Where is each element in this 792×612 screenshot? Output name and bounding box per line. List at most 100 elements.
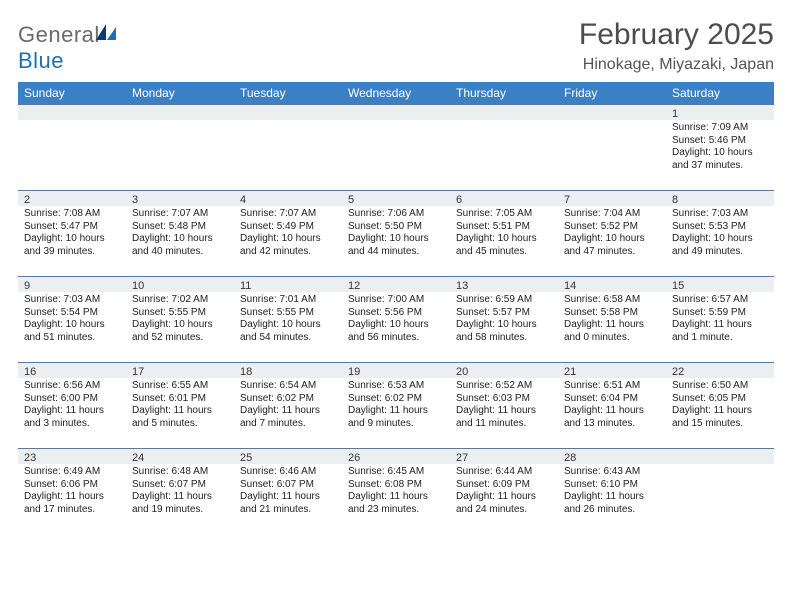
- logo-text: General Blue: [18, 22, 118, 74]
- day-number: 27: [450, 448, 558, 464]
- day-details: [450, 120, 558, 126]
- day-number: 1: [666, 104, 774, 120]
- day-number: 3: [126, 190, 234, 206]
- day-number: 12: [342, 276, 450, 292]
- day-details: Sunrise: 7:02 AMSunset: 5:55 PMDaylight:…: [126, 292, 234, 348]
- day-details: Sunrise: 7:03 AMSunset: 5:53 PMDaylight:…: [666, 206, 774, 262]
- calendar-week-row: 1Sunrise: 7:09 AMSunset: 5:46 PMDaylight…: [18, 104, 774, 190]
- day-number: [666, 448, 774, 464]
- logo-word-2: Blue: [18, 48, 64, 73]
- day-number: 7: [558, 190, 666, 206]
- day-details: Sunrise: 6:53 AMSunset: 6:02 PMDaylight:…: [342, 378, 450, 434]
- day-details: Sunrise: 6:59 AMSunset: 5:57 PMDaylight:…: [450, 292, 558, 348]
- calendar-day-cell: 3Sunrise: 7:07 AMSunset: 5:48 PMDaylight…: [126, 190, 234, 276]
- calendar-day-cell: [558, 104, 666, 190]
- calendar-day-cell: 9Sunrise: 7:03 AMSunset: 5:54 PMDaylight…: [18, 276, 126, 362]
- day-number: 6: [450, 190, 558, 206]
- calendar-day-cell: [450, 104, 558, 190]
- day-number: 15: [666, 276, 774, 292]
- day-number: 22: [666, 362, 774, 378]
- calendar-day-cell: 5Sunrise: 7:06 AMSunset: 5:50 PMDaylight…: [342, 190, 450, 276]
- day-number: 16: [18, 362, 126, 378]
- day-details: Sunrise: 7:03 AMSunset: 5:54 PMDaylight:…: [18, 292, 126, 348]
- day-details: Sunrise: 7:08 AMSunset: 5:47 PMDaylight:…: [18, 206, 126, 262]
- calendar-day-cell: [342, 104, 450, 190]
- calendar-day-cell: 26Sunrise: 6:45 AMSunset: 6:08 PMDayligh…: [342, 448, 450, 534]
- day-number: 24: [126, 448, 234, 464]
- day-details: Sunrise: 6:58 AMSunset: 5:58 PMDaylight:…: [558, 292, 666, 348]
- calendar-day-cell: 17Sunrise: 6:55 AMSunset: 6:01 PMDayligh…: [126, 362, 234, 448]
- day-number: [126, 104, 234, 120]
- calendar-day-cell: 2Sunrise: 7:08 AMSunset: 5:47 PMDaylight…: [18, 190, 126, 276]
- calendar-day-cell: 25Sunrise: 6:46 AMSunset: 6:07 PMDayligh…: [234, 448, 342, 534]
- calendar-day-cell: [666, 448, 774, 534]
- day-details: [234, 120, 342, 126]
- calendar-header-row: SundayMondayTuesdayWednesdayThursdayFrid…: [18, 82, 774, 104]
- day-details: [126, 120, 234, 126]
- day-details: Sunrise: 6:56 AMSunset: 6:00 PMDaylight:…: [18, 378, 126, 434]
- day-details: Sunrise: 7:05 AMSunset: 5:51 PMDaylight:…: [450, 206, 558, 262]
- calendar-day-cell: 24Sunrise: 6:48 AMSunset: 6:07 PMDayligh…: [126, 448, 234, 534]
- calendar-table: SundayMondayTuesdayWednesdayThursdayFrid…: [18, 82, 774, 534]
- calendar-day-cell: 7Sunrise: 7:04 AMSunset: 5:52 PMDaylight…: [558, 190, 666, 276]
- weekday-header: Thursday: [450, 82, 558, 104]
- day-details: Sunrise: 7:00 AMSunset: 5:56 PMDaylight:…: [342, 292, 450, 348]
- day-number: 5: [342, 190, 450, 206]
- weekday-header: Wednesday: [342, 82, 450, 104]
- calendar-day-cell: 1Sunrise: 7:09 AMSunset: 5:46 PMDaylight…: [666, 104, 774, 190]
- calendar-day-cell: 12Sunrise: 7:00 AMSunset: 5:56 PMDayligh…: [342, 276, 450, 362]
- day-details: Sunrise: 7:06 AMSunset: 5:50 PMDaylight:…: [342, 206, 450, 262]
- calendar-day-cell: 27Sunrise: 6:44 AMSunset: 6:09 PMDayligh…: [450, 448, 558, 534]
- day-details: Sunrise: 6:51 AMSunset: 6:04 PMDaylight:…: [558, 378, 666, 434]
- day-details: Sunrise: 7:07 AMSunset: 5:49 PMDaylight:…: [234, 206, 342, 262]
- day-details: [666, 464, 774, 470]
- day-number: 19: [342, 362, 450, 378]
- logo: General Blue: [18, 22, 118, 74]
- calendar-page: General Blue February 2025 Hinokage, Miy…: [0, 0, 792, 544]
- day-details: Sunrise: 6:43 AMSunset: 6:10 PMDaylight:…: [558, 464, 666, 520]
- calendar-day-cell: 21Sunrise: 6:51 AMSunset: 6:04 PMDayligh…: [558, 362, 666, 448]
- day-details: [18, 120, 126, 126]
- calendar-week-row: 2Sunrise: 7:08 AMSunset: 5:47 PMDaylight…: [18, 190, 774, 276]
- calendar-day-cell: [18, 104, 126, 190]
- weekday-header: Friday: [558, 82, 666, 104]
- day-number: 21: [558, 362, 666, 378]
- day-number: 20: [450, 362, 558, 378]
- weekday-header: Monday: [126, 82, 234, 104]
- day-number: 13: [450, 276, 558, 292]
- calendar-day-cell: 19Sunrise: 6:53 AMSunset: 6:02 PMDayligh…: [342, 362, 450, 448]
- calendar-week-row: 9Sunrise: 7:03 AMSunset: 5:54 PMDaylight…: [18, 276, 774, 362]
- day-number: 2: [18, 190, 126, 206]
- day-details: Sunrise: 6:54 AMSunset: 6:02 PMDaylight:…: [234, 378, 342, 434]
- calendar-week-row: 23Sunrise: 6:49 AMSunset: 6:06 PMDayligh…: [18, 448, 774, 534]
- day-details: Sunrise: 6:49 AMSunset: 6:06 PMDaylight:…: [18, 464, 126, 520]
- calendar-day-cell: 15Sunrise: 6:57 AMSunset: 5:59 PMDayligh…: [666, 276, 774, 362]
- day-details: Sunrise: 7:07 AMSunset: 5:48 PMDaylight:…: [126, 206, 234, 262]
- day-details: Sunrise: 7:04 AMSunset: 5:52 PMDaylight:…: [558, 206, 666, 262]
- calendar-day-cell: [126, 104, 234, 190]
- day-number: [558, 104, 666, 120]
- day-number: [18, 104, 126, 120]
- header: General Blue February 2025 Hinokage, Miy…: [18, 18, 774, 74]
- day-details: Sunrise: 6:45 AMSunset: 6:08 PMDaylight:…: [342, 464, 450, 520]
- day-number: 4: [234, 190, 342, 206]
- calendar-day-cell: 4Sunrise: 7:07 AMSunset: 5:49 PMDaylight…: [234, 190, 342, 276]
- title-block: February 2025 Hinokage, Miyazaki, Japan: [579, 18, 774, 74]
- calendar-week-row: 16Sunrise: 6:56 AMSunset: 6:00 PMDayligh…: [18, 362, 774, 448]
- calendar-day-cell: 16Sunrise: 6:56 AMSunset: 6:00 PMDayligh…: [18, 362, 126, 448]
- day-details: Sunrise: 7:09 AMSunset: 5:46 PMDaylight:…: [666, 120, 774, 176]
- day-number: 8: [666, 190, 774, 206]
- day-number: 23: [18, 448, 126, 464]
- calendar-day-cell: 11Sunrise: 7:01 AMSunset: 5:55 PMDayligh…: [234, 276, 342, 362]
- day-number: [450, 104, 558, 120]
- day-details: Sunrise: 6:57 AMSunset: 5:59 PMDaylight:…: [666, 292, 774, 348]
- day-details: Sunrise: 6:46 AMSunset: 6:07 PMDaylight:…: [234, 464, 342, 520]
- calendar-day-cell: 22Sunrise: 6:50 AMSunset: 6:05 PMDayligh…: [666, 362, 774, 448]
- day-number: 28: [558, 448, 666, 464]
- day-number: 25: [234, 448, 342, 464]
- calendar-day-cell: 8Sunrise: 7:03 AMSunset: 5:53 PMDaylight…: [666, 190, 774, 276]
- day-details: Sunrise: 6:44 AMSunset: 6:09 PMDaylight:…: [450, 464, 558, 520]
- calendar-day-cell: 18Sunrise: 6:54 AMSunset: 6:02 PMDayligh…: [234, 362, 342, 448]
- calendar-day-cell: 6Sunrise: 7:05 AMSunset: 5:51 PMDaylight…: [450, 190, 558, 276]
- calendar-day-cell: 14Sunrise: 6:58 AMSunset: 5:58 PMDayligh…: [558, 276, 666, 362]
